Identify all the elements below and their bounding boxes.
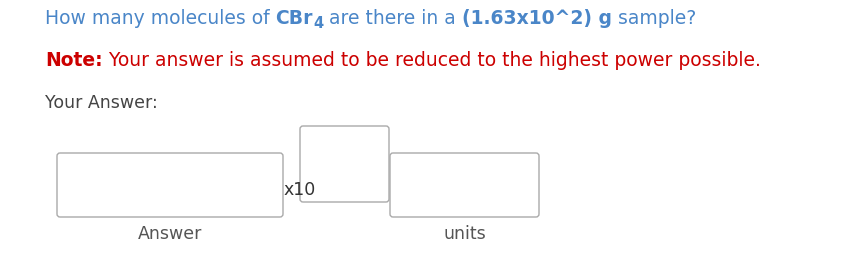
FancyBboxPatch shape — [300, 126, 389, 202]
Text: CBr: CBr — [276, 9, 313, 28]
Text: Note:: Note: — [45, 51, 103, 70]
Text: Your Answer:: Your Answer: — [45, 94, 158, 112]
Text: units: units — [443, 225, 486, 243]
Text: How many molecules of: How many molecules of — [45, 9, 276, 28]
Text: 4: 4 — [313, 16, 323, 31]
Text: are there in a: are there in a — [323, 9, 462, 28]
Text: Answer: Answer — [138, 225, 202, 243]
FancyBboxPatch shape — [57, 153, 283, 217]
Text: Your answer is assumed to be reduced to the highest power possible.: Your answer is assumed to be reduced to … — [103, 51, 760, 70]
Text: (1.63x10^2) g: (1.63x10^2) g — [462, 9, 612, 28]
Text: sample?: sample? — [612, 9, 696, 28]
FancyBboxPatch shape — [390, 153, 539, 217]
Text: x10: x10 — [284, 181, 316, 199]
